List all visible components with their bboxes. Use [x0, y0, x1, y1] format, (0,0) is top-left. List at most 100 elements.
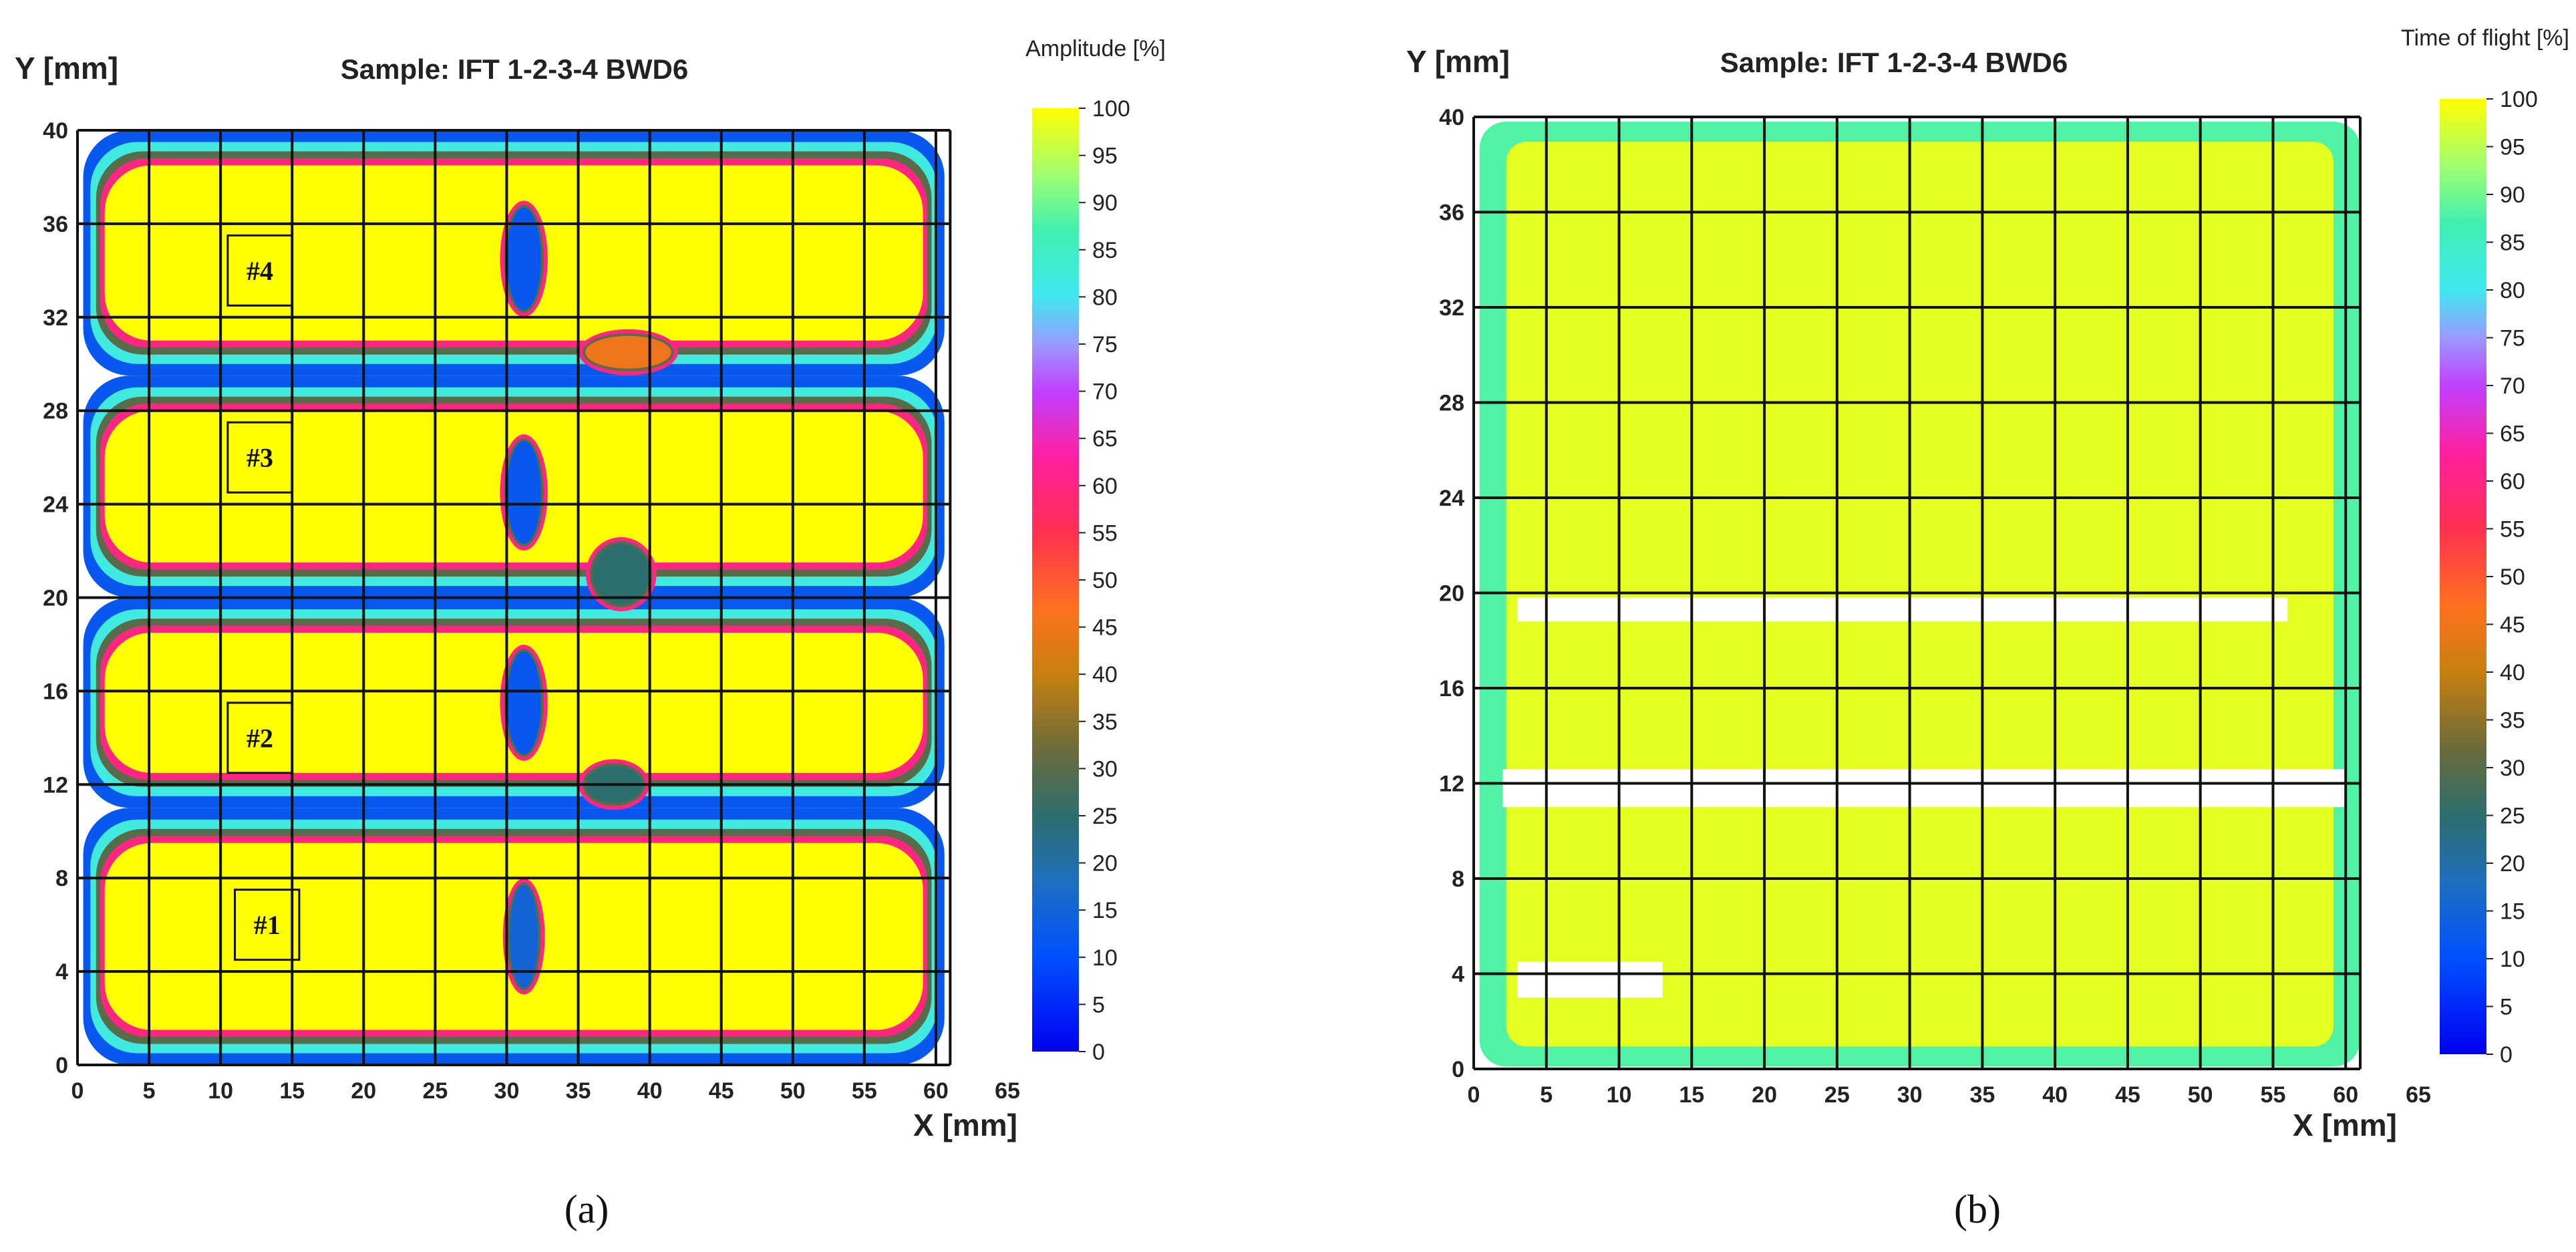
colorbar-tick-label: 75 — [2500, 326, 2525, 351]
no-signal-band — [1517, 597, 2288, 622]
x-tick-label: 0 — [71, 1078, 84, 1104]
y-tick-label: 12 — [43, 772, 68, 798]
colorbar-tick-label: 20 — [1092, 851, 1118, 877]
colorbar-tick-label: 95 — [2500, 135, 2525, 160]
y-tick-label: 28 — [1439, 391, 1464, 416]
y-tick-label: 20 — [43, 586, 68, 611]
colorbar-tick-label: 60 — [1092, 474, 1118, 499]
colorbar-tick-label: 50 — [1092, 568, 1118, 593]
panel-a-title: Sample: IFT 1-2-3-4 BWD6 — [341, 53, 688, 85]
panel-b-x-label: X [mm] — [2293, 1108, 2397, 1142]
x-tick-label: 20 — [1752, 1082, 1777, 1108]
colorbar-tick-label: 50 — [2500, 565, 2525, 590]
no-signal-band — [1517, 961, 1663, 998]
colorbar-tick-label: 70 — [1092, 379, 1118, 405]
panel-a: Sample: IFT 1-2-3-4 BWD6 Y [mm] X [mm] A… — [15, 36, 1166, 1231]
x-tick-label: 0 — [1468, 1082, 1480, 1108]
colorbar-tick-label: 90 — [2500, 182, 2525, 208]
x-tick-label: 45 — [709, 1078, 734, 1104]
colorbar-tick-label: 20 — [2500, 851, 2525, 877]
colorbar-tick-label: 65 — [1092, 426, 1118, 452]
colorbar-tick-label: 55 — [2500, 517, 2525, 542]
colorbar-tick-label: 70 — [2500, 373, 2525, 399]
y-tick-label: 8 — [1452, 867, 1464, 892]
panel-b-y-label: Y [mm] — [1406, 44, 1510, 79]
y-tick-label: 0 — [55, 1053, 68, 1078]
panel-a-y-label: Y [mm] — [15, 51, 118, 86]
colorbar-tick-label: 80 — [2500, 278, 2525, 303]
defect-region — [585, 335, 671, 369]
colorbar-tick-label: 100 — [1092, 96, 1130, 122]
colorbar-tick-label: 30 — [2500, 756, 2525, 781]
panel-b-grid — [1472, 116, 2362, 1070]
x-tick-label: 15 — [279, 1078, 305, 1104]
panel-b-label: (b) — [1954, 1187, 2001, 1231]
colorbar-tick-label: 85 — [2500, 230, 2525, 256]
sample-label-box — [234, 889, 301, 961]
y-tick-label: 24 — [43, 492, 68, 518]
sample-label: #4 — [247, 256, 273, 286]
colorbar-tick-label: 30 — [1092, 756, 1118, 782]
colorbar-tick-label: 15 — [1092, 898, 1118, 923]
colorbar-tick-label: 95 — [1092, 144, 1118, 169]
colorbar-tick-label: 100 — [2500, 87, 2538, 112]
x-tick-label: 15 — [1679, 1082, 1704, 1108]
x-tick-label: 50 — [2188, 1082, 2213, 1108]
x-tick-label: 25 — [1824, 1082, 1850, 1108]
panel-a-label: (a) — [565, 1187, 609, 1231]
colorbar-tick-label: 10 — [2500, 947, 2525, 972]
colorbar-tick-label: 0 — [2500, 1042, 2513, 1068]
y-tick-label: 40 — [1439, 105, 1464, 130]
colorbar-tick-label: 45 — [2500, 613, 2525, 638]
x-tick-label: 20 — [351, 1078, 376, 1104]
colorbar-tick-label: 35 — [1092, 710, 1118, 735]
x-tick-label: 60 — [923, 1078, 949, 1104]
colorbar-tick-label: 40 — [2500, 660, 2525, 685]
x-tick-label: 65 — [2406, 1082, 2431, 1108]
colorbar-tick-label: 5 — [1092, 992, 1105, 1018]
x-tick-label: 40 — [637, 1078, 663, 1104]
x-tick-label: 30 — [494, 1078, 520, 1104]
x-tick-label: 10 — [208, 1078, 233, 1104]
sample-label: #1 — [254, 910, 281, 940]
x-tick-label: 5 — [143, 1078, 156, 1104]
panel-a-colorbar — [1032, 108, 1079, 1052]
colorbar-tick-label: 60 — [2500, 469, 2525, 494]
colorbar-tick-label: 55 — [1092, 520, 1118, 546]
colorbar-tick-label: 25 — [2500, 804, 2525, 829]
y-tick-label: 32 — [43, 305, 68, 331]
y-tick-label: 40 — [43, 118, 68, 144]
x-tick-label: 55 — [852, 1078, 877, 1104]
sample-label: #3 — [247, 443, 273, 473]
panel-b-colorbar-title: Time of flight [%] — [2401, 25, 2569, 51]
y-tick-label: 8 — [55, 866, 68, 891]
y-tick-label: 16 — [43, 679, 68, 704]
panel-a-sample-boxes: #1 #2 #3 #4 — [226, 234, 301, 961]
panel-a-colorbar-ticks: 0 5 10 15 20 25 30 35 40 45 50 55 60 65 70 75 80 85 90 95 10… — [1079, 96, 1130, 1065]
x-tick-label: 55 — [2261, 1082, 2286, 1108]
panel-a-colorbar-title: Amplitude [%] — [1025, 36, 1166, 61]
x-tick-label: 25 — [422, 1078, 448, 1104]
colorbar-tick-label: 0 — [1092, 1040, 1105, 1065]
colorbar-tick-label: 90 — [1092, 190, 1118, 216]
panel-b-x-ticks: 0 5 10 15 20 25 30 35 40 45 50 55 60 65 — [1468, 1082, 2431, 1108]
y-tick-label: 0 — [1452, 1057, 1464, 1082]
y-tick-label: 24 — [1439, 486, 1464, 511]
colorbar-tick-label: 45 — [1092, 615, 1118, 641]
y-tick-label: 36 — [43, 212, 68, 237]
colorbar-tick-label: 5 — [2500, 995, 2513, 1020]
y-tick-label: 4 — [55, 959, 68, 985]
y-tick-label: 4 — [1452, 962, 1464, 987]
x-tick-label: 45 — [2115, 1082, 2140, 1108]
panel-b-colorbar — [2440, 99, 2486, 1054]
colorbar-tick-label: 65 — [2500, 422, 2525, 447]
y-tick-label: 36 — [1439, 200, 1464, 226]
panel-a-grid — [76, 129, 952, 1066]
x-tick-label: 60 — [2333, 1082, 2358, 1108]
colorbar-tick-label: 85 — [1092, 238, 1118, 263]
panel-a-y-ticks: 0 4 8 12 16 20 24 28 32 36 40 — [43, 118, 68, 1078]
panel-a-x-label: X [mm] — [913, 1108, 1017, 1142]
defect-region — [506, 441, 541, 544]
defect-region — [592, 544, 650, 605]
